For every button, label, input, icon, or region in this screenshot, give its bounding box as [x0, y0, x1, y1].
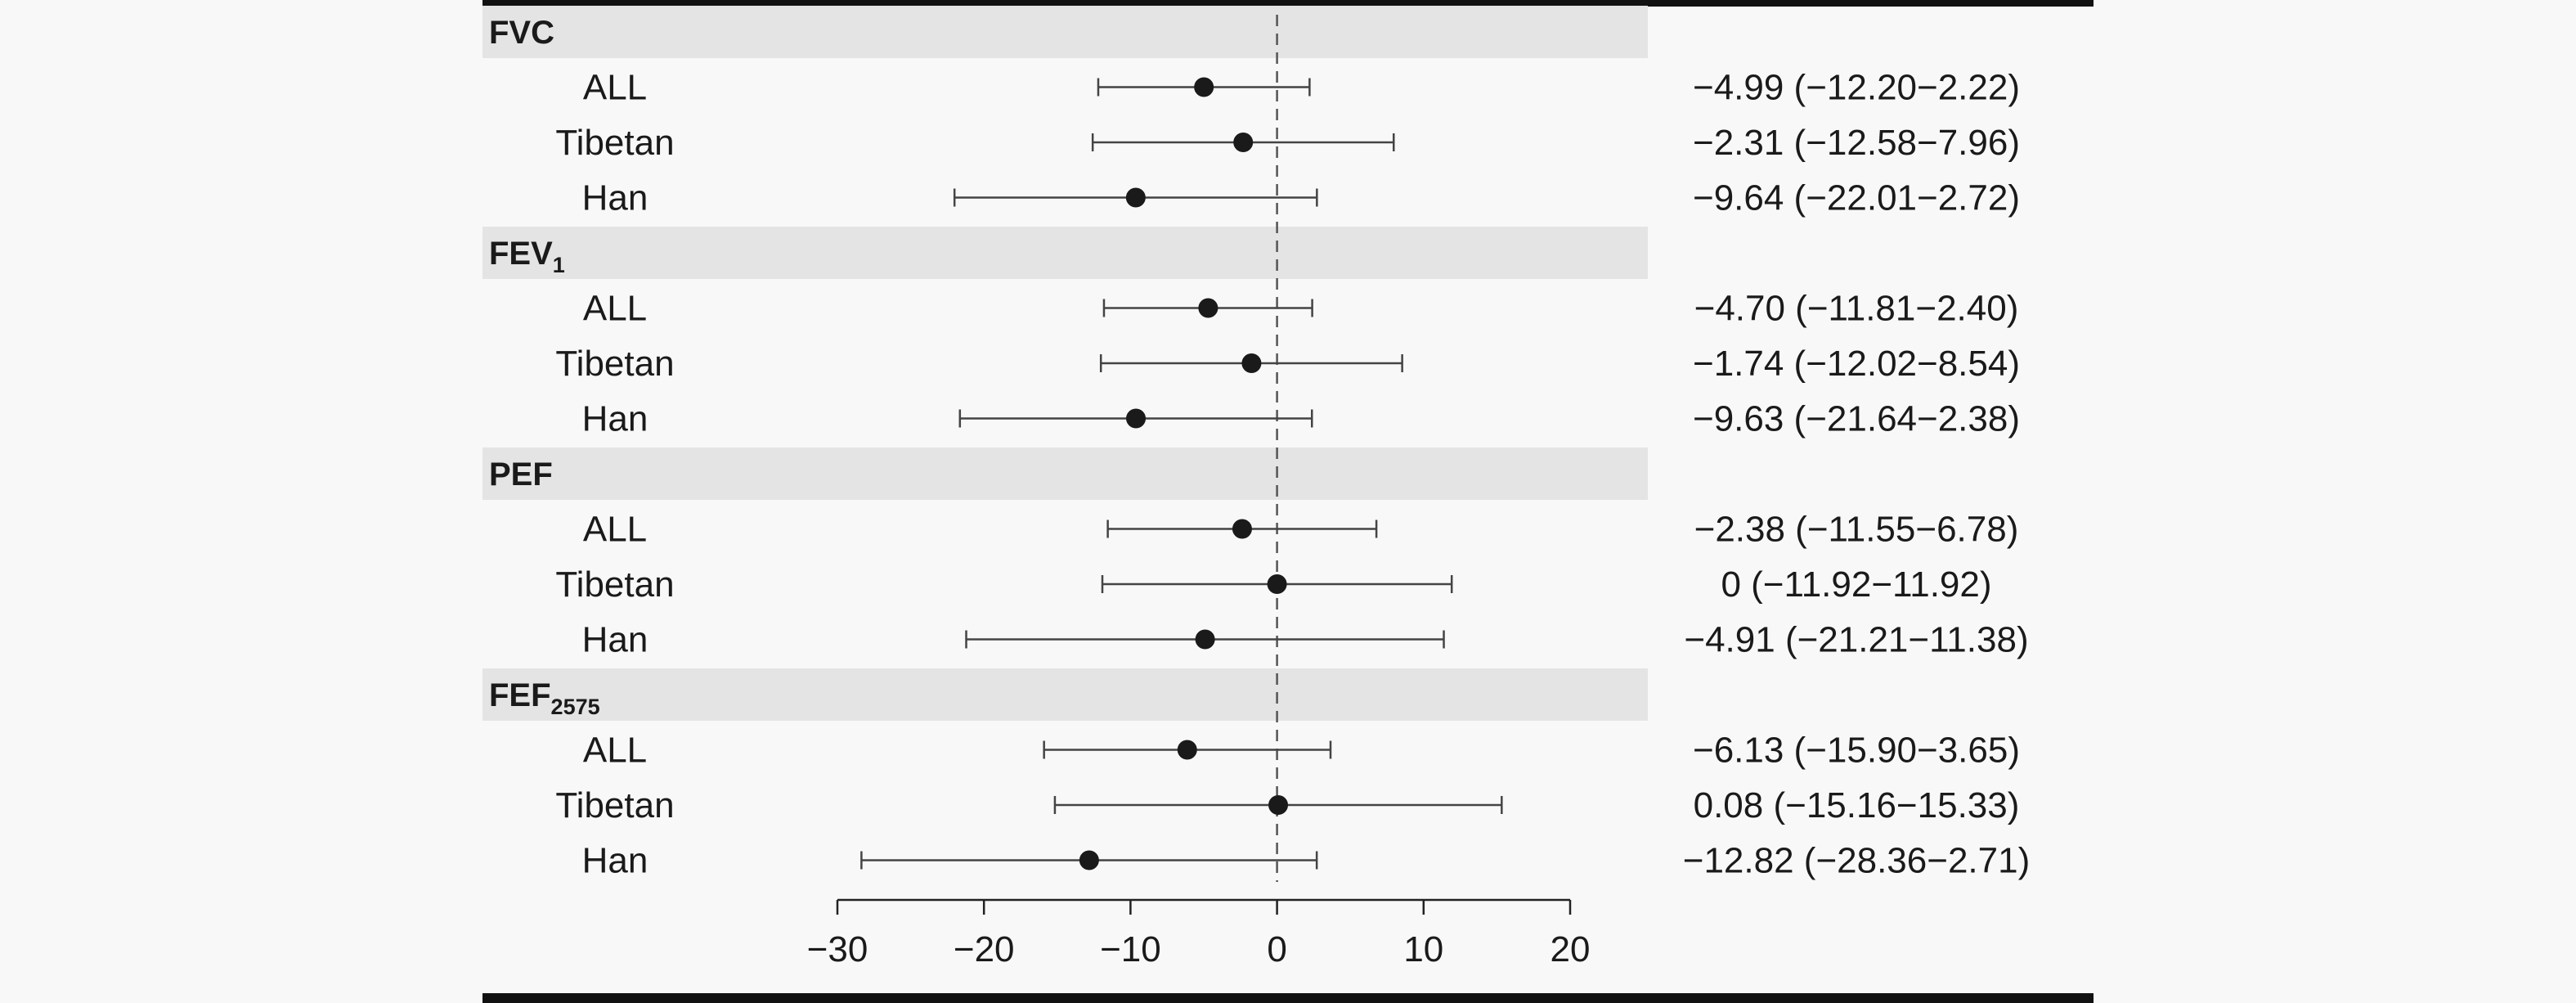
bottom-border [482, 993, 2094, 1003]
ci-text: 0 (−11.92−11.92) [1721, 564, 1991, 605]
ci-text: 0.08 (−15.16−15.33) [1694, 785, 2020, 825]
row-label: Tibetan [555, 785, 674, 825]
row-label: Han [582, 841, 648, 881]
group-header-label: FEV1 [489, 236, 565, 277]
ci-text: −4.99 (−12.20−2.22) [1693, 68, 2020, 108]
row-label: ALL [583, 510, 647, 550]
group-header-label: FVC [489, 15, 554, 51]
top-border [482, 0, 2094, 7]
group-header-label: PEF [489, 457, 553, 493]
ci-text: −9.63 (−21.64−2.38) [1693, 399, 2020, 439]
row-label: Han [582, 178, 648, 218]
estimate-point [1125, 187, 1146, 208]
row-label: ALL [583, 68, 647, 108]
estimate-point [1198, 298, 1218, 318]
ci-text: −12.82 (−28.36−2.71) [1683, 841, 2030, 881]
row-label: Han [582, 399, 648, 439]
row-label: ALL [583, 731, 647, 771]
group-header-band [482, 448, 1648, 500]
group-header-band [482, 668, 1648, 721]
estimate-point [1267, 574, 1287, 594]
group-header-band [482, 227, 1648, 279]
estimate-point [1232, 519, 1252, 539]
ci-text: −4.91 (−21.21−11.38) [1684, 620, 2028, 660]
row-label: Tibetan [555, 564, 674, 605]
estimate-point [1126, 408, 1147, 429]
group-header-label: FEF2575 [489, 677, 600, 719]
row-label: Tibetan [555, 344, 674, 384]
ci-text: −9.64 (−22.01−2.72) [1693, 178, 2020, 218]
row-label: ALL [583, 289, 647, 329]
estimate-point [1177, 740, 1197, 760]
x-tick-label: 20 [1551, 929, 1591, 969]
estimate-point [1268, 795, 1289, 815]
x-tick-label: −30 [807, 929, 868, 969]
x-tick-label: −20 [954, 929, 1015, 969]
ci-text: −1.74 (−12.02−8.54) [1693, 344, 2020, 384]
ci-text: −2.38 (−11.55−6.78) [1694, 510, 2019, 550]
x-tick-label: 0 [1267, 929, 1286, 969]
estimate-point [1233, 133, 1254, 152]
x-tick-label: −10 [1100, 929, 1161, 969]
estimate-point [1079, 850, 1099, 870]
ci-text: −2.31 (−12.58−7.96) [1693, 123, 2020, 163]
row-label: Tibetan [555, 123, 674, 163]
group-header-band [482, 6, 1648, 58]
estimate-point [1195, 629, 1215, 650]
x-tick-label: 10 [1403, 929, 1443, 969]
estimate-point [1194, 77, 1214, 97]
ci-text: −4.70 (−11.81−2.40) [1694, 289, 2019, 329]
estimate-point [1241, 353, 1262, 373]
row-label: Han [582, 620, 648, 660]
ci-text: −6.13 (−15.90−3.65) [1693, 731, 2020, 771]
